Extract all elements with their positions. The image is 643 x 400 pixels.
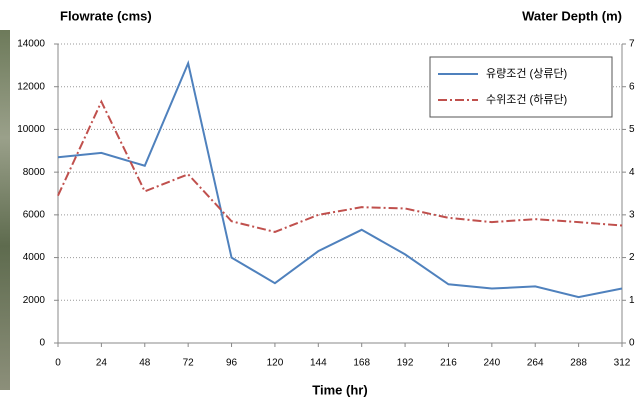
x-tick-label: 48	[139, 358, 151, 369]
x-tick-label: 312	[614, 358, 631, 369]
x-axis-title: Time (hr)	[312, 382, 367, 397]
y-tick-label: 14000	[17, 39, 45, 50]
series-line	[58, 102, 622, 232]
legend-label: 유량조건 (상류단)	[486, 67, 567, 80]
y2-tick-label: 5	[629, 124, 635, 135]
y-tick-label: 10000	[17, 124, 45, 135]
y-tick-label: 0	[39, 338, 45, 349]
x-tick-label: 168	[353, 358, 370, 369]
x-tick-label: 264	[527, 358, 544, 369]
y2-tick-label: 4	[629, 167, 635, 178]
y-tick-label: 6000	[23, 209, 46, 220]
x-tick-label: 216	[440, 358, 457, 369]
y-axis-title: Flowrate (cms)	[60, 8, 152, 23]
y2-axis-title: Water Depth (m)	[522, 8, 622, 23]
x-tick-label: 24	[96, 358, 108, 369]
legend-box	[430, 57, 612, 117]
y2-tick-label: 1	[629, 295, 635, 306]
x-tick-label: 120	[267, 358, 284, 369]
photo-strip	[0, 30, 10, 390]
x-tick-label: 72	[183, 358, 195, 369]
y-tick-label: 2000	[23, 295, 46, 306]
y2-tick-label: 7	[629, 39, 635, 50]
x-tick-label: 144	[310, 358, 327, 369]
chart: Flowrate (cms) Water Depth (m) Time (hr)…	[0, 0, 643, 400]
y2-tick-label: 2	[629, 252, 635, 263]
y-tick-label: 4000	[23, 252, 46, 263]
y-tick-label: 12000	[17, 81, 45, 92]
x-tick-label: 96	[226, 358, 238, 369]
y2-tick-label: 0	[629, 338, 635, 349]
x-tick-label: 192	[397, 358, 414, 369]
x-tick-label: 0	[55, 358, 61, 369]
x-tick-label: 240	[484, 358, 501, 369]
y-tick-label: 8000	[23, 167, 46, 178]
x-tick-label: 288	[570, 358, 587, 369]
y2-tick-label: 3	[629, 209, 635, 220]
legend-label: 수위조건 (하류단)	[486, 92, 567, 106]
y2-tick-label: 6	[629, 81, 635, 92]
